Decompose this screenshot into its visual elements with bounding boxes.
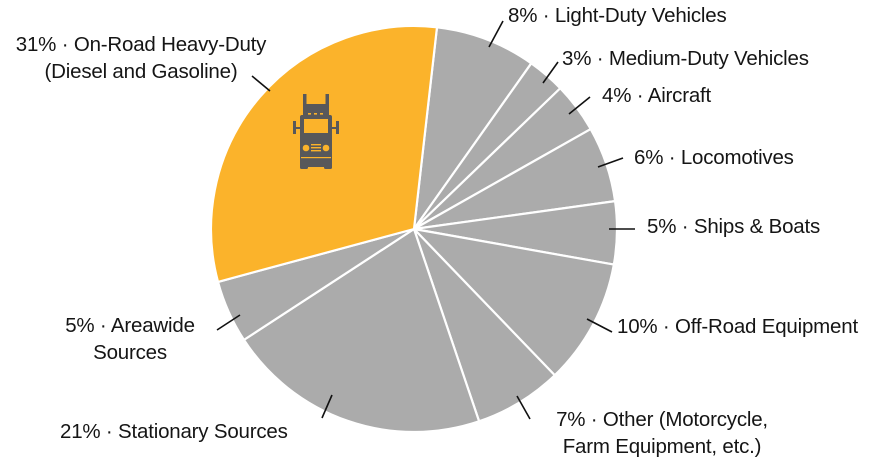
leader-line-areawide <box>216 314 241 331</box>
leader-line-locomotives <box>597 157 624 168</box>
label-stationary-sources: 21% · Stationary Sources <box>60 420 288 443</box>
leader-line-medium-duty <box>542 61 559 84</box>
pie-slice-stationary-sources <box>242 227 481 434</box>
label-line: Sources <box>93 341 167 364</box>
label-locomotives: 6% · Locomotives <box>634 146 794 169</box>
leader-lines <box>216 20 635 420</box>
label-light-duty-vehicles: 8% · Light-Duty Vehicles <box>508 4 727 27</box>
label-other: 7% · Other (Motorcycle, Farm Equipment, … <box>532 406 792 460</box>
label-on-road-heavy-duty: 31% · On-Road Heavy-Duty (Diesel and Gas… <box>0 31 282 85</box>
leader-line-on-road-heavy-duty <box>251 75 271 92</box>
leader-line-stationary <box>321 394 333 419</box>
leader-line-light-duty <box>488 20 504 48</box>
leader-line-aircraft <box>568 96 591 115</box>
label-medium-duty-vehicles: 3% · Medium-Duty Vehicles <box>562 47 809 70</box>
pie-slice-light-duty-vehicles <box>412 26 533 231</box>
label-ships-boats: 5% · Ships & Boats <box>647 215 821 238</box>
truck-icon <box>293 94 339 169</box>
label-line: 31% · On-Road Heavy-Duty <box>15 33 267 56</box>
label-line: 7% · Other (Motorcycle, <box>556 408 768 431</box>
label-line: (Diesel and Gasoline) <box>44 60 238 83</box>
pie-slice-off-road-equipment <box>412 227 615 377</box>
leader-line-other <box>516 395 531 420</box>
pie-slices <box>209 24 619 434</box>
label-off-road-equipment: 10% · Off-Road Equipment <box>617 315 858 338</box>
label-line: 5% · Areawide <box>65 314 195 337</box>
leader-line-off-road <box>586 318 613 333</box>
label-line: Farm Equipment, etc.) <box>562 435 762 458</box>
label-aircraft: 4% · Aircraft <box>602 84 712 107</box>
label-areawide-sources: 5% · Areawide Sources <box>50 312 210 366</box>
